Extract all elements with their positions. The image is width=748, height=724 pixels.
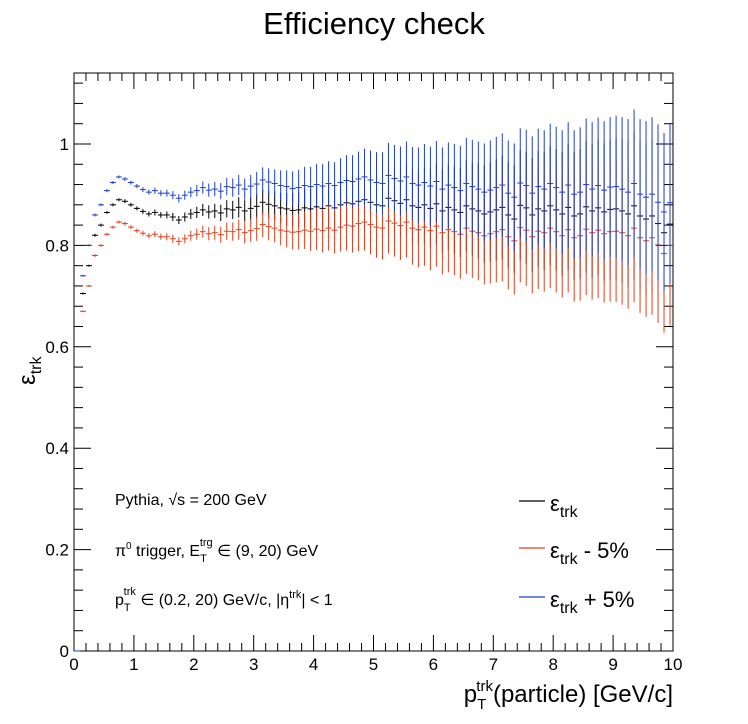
y-tick-label: 0 — [60, 642, 69, 661]
x-tick-label: 5 — [369, 655, 378, 674]
x-tick-label: 2 — [189, 655, 198, 674]
legend-label-eff-plus: εtrk + 5% — [550, 587, 634, 617]
y-tick-label: 0.8 — [45, 236, 69, 255]
y-tick-label: 0.4 — [45, 439, 69, 458]
x-tick-label: 9 — [608, 655, 617, 674]
axis-ticks: 0 1 2 3 4 5 6 7 8 9 10 0 0.2 0.4 0.6 0.8 1 — [45, 73, 682, 674]
x-tick-label: 3 — [249, 655, 258, 674]
y-tick-label: 0.6 — [45, 338, 69, 357]
x-tick-label: 8 — [548, 655, 557, 674]
annotation-line-1: Pythia, √s = 200 GeV — [115, 492, 267, 509]
x-tick-label: 7 — [489, 655, 498, 674]
x-tick-label: 0 — [69, 655, 78, 674]
legend-label-eff: εtrk — [550, 491, 579, 521]
annotation-block: Pythia, √s = 200 GeV π0 trigger, ETtrg ∈… — [115, 492, 333, 614]
legend: εtrk εtrk - 5% εtrk + 5% — [519, 491, 634, 617]
x-tick-label: 1 — [129, 655, 138, 674]
series-0 — [74, 131, 673, 652]
x-tick-label: 6 — [429, 655, 438, 674]
x-axis-label: pTtrk(particle) [GeV/c] — [464, 678, 673, 713]
legend-label-eff-minus: εtrk - 5% — [550, 538, 629, 568]
y-axis-label: εtrk — [14, 356, 45, 385]
x-tick-label: 4 — [309, 655, 318, 674]
y-tick-label: 0.2 — [45, 541, 69, 560]
annotation-line-3: pTtrk ∈ (0.2, 20) GeV/c, |ηtrk| < 1 — [115, 586, 333, 614]
chart-title: Efficiency check — [263, 6, 485, 41]
y-tick-label: 1 — [60, 135, 69, 154]
annotation-line-2: π0 trigger, ETtrg ∈ (9, 20) GeV — [115, 537, 319, 565]
series-2 — [74, 109, 673, 652]
plot-frame — [73, 72, 674, 652]
x-tick-label: 10 — [664, 655, 683, 674]
series-layer — [74, 109, 673, 652]
series-1 — [74, 154, 673, 652]
